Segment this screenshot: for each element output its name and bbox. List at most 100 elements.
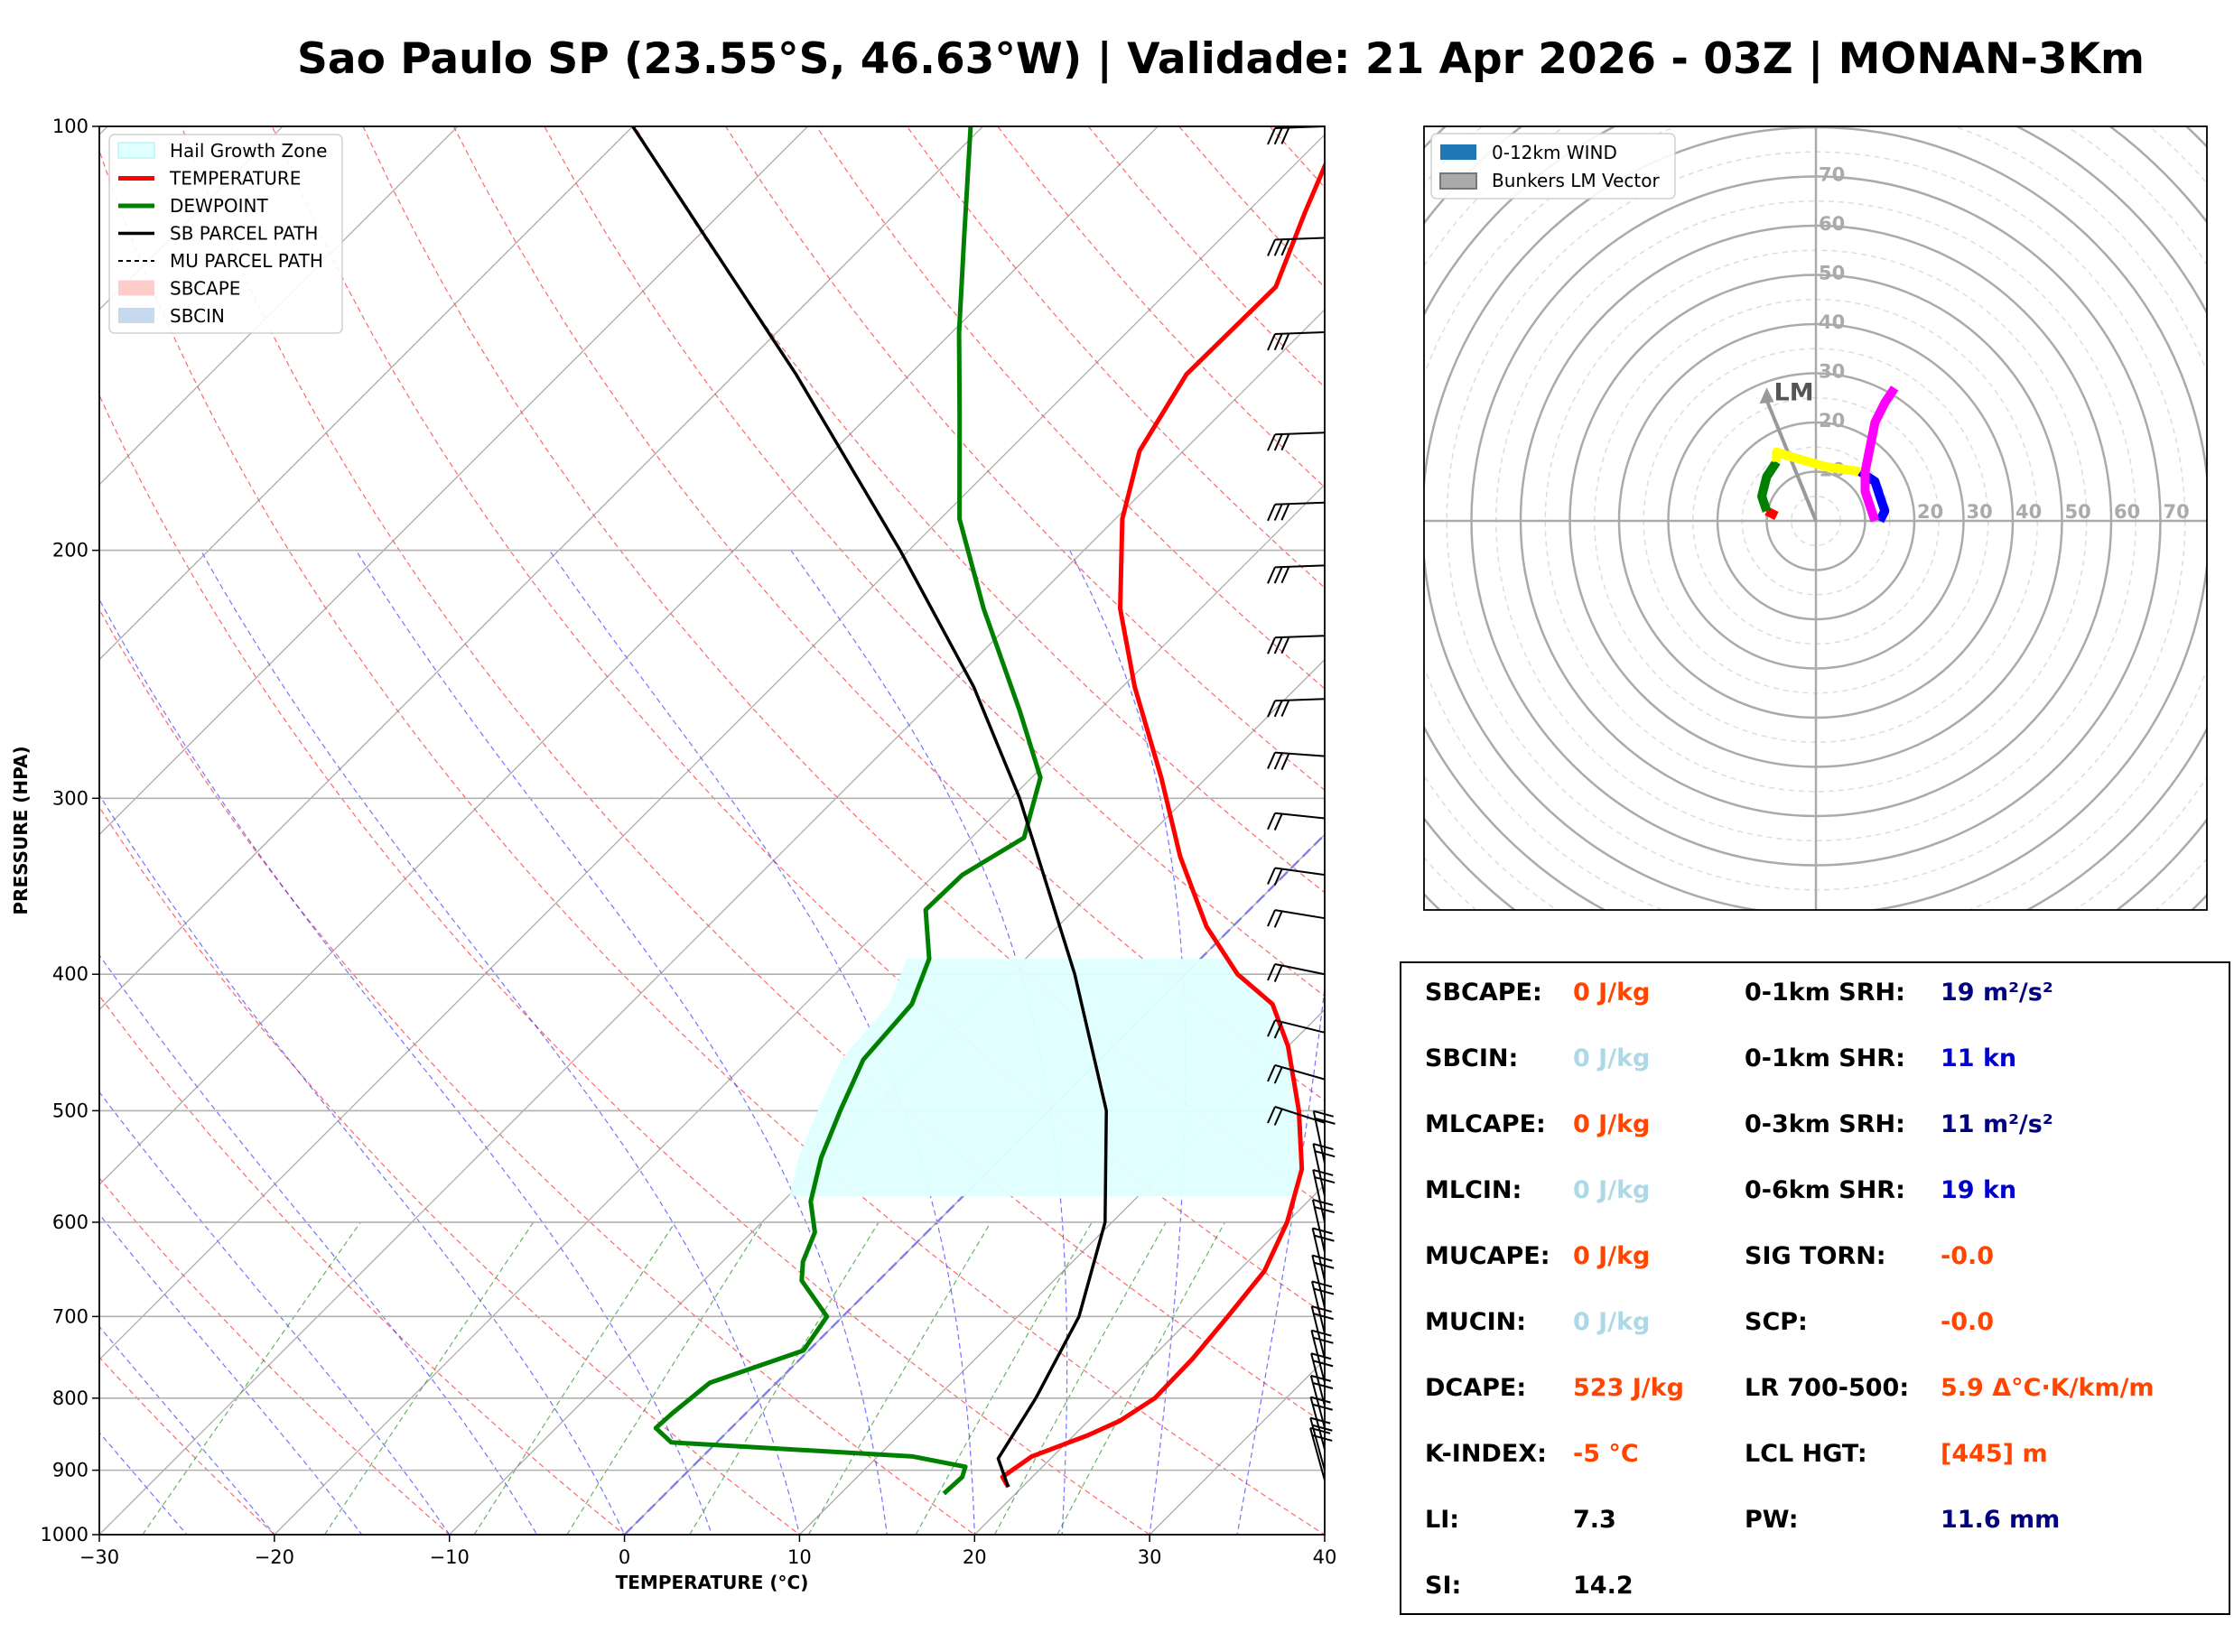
wind-barb-flag <box>1273 752 1283 770</box>
hodograph-segment <box>1857 468 1890 524</box>
wind-barb-shaft <box>1274 1063 1326 1081</box>
ring-label-y: 20 <box>1819 410 1845 432</box>
wind-barb-flag <box>1273 566 1283 584</box>
index-label: LI: <box>1425 1506 1460 1534</box>
dry-adiabat <box>99 149 1325 1535</box>
wind-barb-flag <box>1273 868 1283 886</box>
legend-box <box>1430 133 1676 200</box>
wind-barb-flag <box>1267 504 1276 522</box>
wind-barb-shaft <box>1309 1397 1326 1450</box>
wind-barb-flag <box>1312 1168 1334 1176</box>
index-label: SBCAPE: <box>1425 979 1542 1007</box>
isotherm <box>448 658 1325 1535</box>
index-value: 11.6 mm <box>1941 1506 2061 1534</box>
y-tick-label: 400 <box>52 963 88 985</box>
wind-barb-flag <box>1273 333 1283 351</box>
moist-adiabat <box>99 794 626 1535</box>
bunkers-lm-label: LM <box>1774 378 1814 406</box>
index-label: MUCAPE: <box>1425 1242 1550 1270</box>
legend-label: 0-12km WIND <box>1492 142 1617 163</box>
isotherm <box>623 833 1325 1535</box>
x-tick-label: 0 <box>619 1546 630 1568</box>
wind-barb-shaft <box>1274 1019 1326 1034</box>
wind-barb-flag <box>1280 238 1290 256</box>
index-value: 0 J/kg <box>1573 979 1651 1007</box>
moist-adiabat <box>99 1091 451 1535</box>
isotherm <box>798 1008 1325 1535</box>
index-value: 523 J/kg <box>1573 1374 1684 1402</box>
skewt-legend: Hail Growth Zone TEMPERATURE DEWPOINT SB PA… <box>108 134 343 334</box>
y-tick-label: 700 <box>52 1305 88 1327</box>
wind-barb-shaft <box>1274 501 1326 506</box>
wind-barb-shaft <box>1274 909 1326 920</box>
bunkers-lm-arrowhead <box>1759 387 1774 404</box>
dry-adiabat <box>99 994 626 1535</box>
wind-barb-shaft <box>1274 237 1326 241</box>
index-label: MLCAPE: <box>1425 1110 1546 1138</box>
wind-barb-shaft <box>1309 1417 1326 1471</box>
legend-label: SBCIN <box>170 305 225 327</box>
wind-barb-flag <box>1267 909 1276 927</box>
legend-swatch <box>1439 172 1477 190</box>
dewpoint-line <box>653 126 1043 1496</box>
wind-barb-flag <box>1312 1254 1333 1262</box>
wind-barb-flag <box>1273 504 1283 521</box>
legend-label: TEMPERATURE <box>169 168 301 190</box>
wind-barb-flag <box>1280 332 1290 350</box>
moist-adiabat <box>549 550 975 1535</box>
index-value: 0 J/kg <box>1573 1308 1651 1336</box>
wind-barb-flag <box>1267 433 1276 451</box>
wind-barb-shaft <box>1274 635 1326 639</box>
index-label: SBCIN: <box>1425 1044 1519 1072</box>
mixing-ratio-line <box>473 1221 676 1535</box>
wind-barb-flag <box>1280 503 1290 521</box>
wind-barb-shaft <box>1310 1352 1326 1406</box>
wind-barb-flag <box>1273 910 1283 928</box>
dry-adiabat <box>99 608 976 1535</box>
legend-swatch <box>118 308 154 323</box>
index-value: 7.3 <box>1573 1506 1616 1534</box>
wind-barb-flag <box>1267 812 1276 831</box>
legend-label: MU PARCEL PATH <box>170 250 323 272</box>
moist-adiabat <box>99 1213 363 1535</box>
dry-adiabat <box>99 394 1151 1535</box>
wind-barb-flag <box>1267 1064 1276 1082</box>
index-label: LR 700-500: <box>1745 1374 1910 1402</box>
moist-adiabat <box>99 598 713 1535</box>
dry-adiabat <box>452 126 1325 1102</box>
wind-barb-flag <box>1267 700 1276 718</box>
plot-background <box>99 126 1325 1535</box>
index-label: LCL HGT: <box>1745 1440 1867 1468</box>
wind-barb-flag <box>1311 1280 1333 1288</box>
wind-barb-flag <box>1312 1382 1334 1389</box>
isotherm <box>99 309 1325 1535</box>
x-tick-label: −30 <box>79 1546 119 1568</box>
wind-barb-flag <box>1267 127 1276 145</box>
index-label: MUCIN: <box>1425 1308 1527 1336</box>
isotherm <box>99 126 459 486</box>
x-axis-label: TEMPERATURE (°C) <box>616 1572 809 1593</box>
wind-barb-shaft <box>1274 432 1326 436</box>
y-tick-label: 1000 <box>41 1524 88 1545</box>
wind-barb-shaft <box>1274 564 1326 569</box>
wind-barb-flag <box>1273 1021 1283 1039</box>
index-value: 19 m²/s² <box>1941 979 2053 1007</box>
wind-barb-flag <box>1267 566 1276 584</box>
dry-adiabat <box>725 126 1325 792</box>
index-value: 19 kn <box>1941 1176 2017 1204</box>
index-label: K-INDEX: <box>1425 1440 1547 1468</box>
hodograph-frame <box>1423 125 2208 911</box>
y-tick-label: 800 <box>52 1387 88 1409</box>
isotherm <box>99 134 1325 1361</box>
wind-barb-flag <box>1267 963 1276 981</box>
wind-barb-flag <box>1267 239 1276 256</box>
wind-barb-shaft <box>1312 1110 1326 1164</box>
y-tick-label: 300 <box>52 787 88 809</box>
wind-barb-shaft <box>1274 125 1326 129</box>
isotherm <box>973 1183 1325 1535</box>
wind-barb-flag <box>1314 1206 1335 1214</box>
wind-barb-flag <box>1273 636 1283 654</box>
wind-barb-flag <box>1313 1109 1335 1118</box>
wind-barb-shaft <box>1311 1199 1326 1253</box>
